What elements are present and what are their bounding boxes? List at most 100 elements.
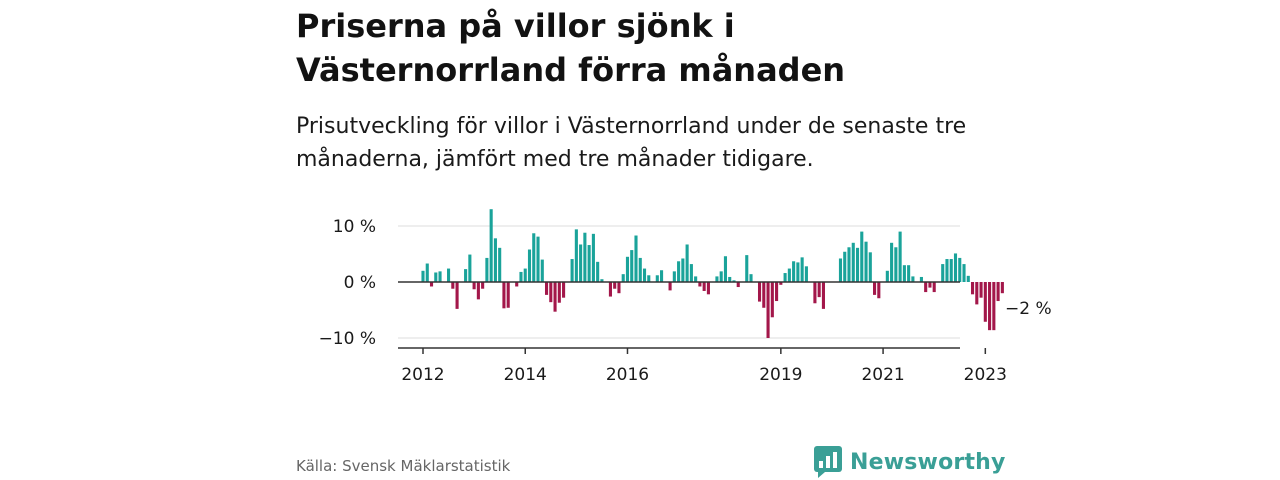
bar <box>804 266 808 282</box>
bar <box>536 236 540 282</box>
bar <box>745 255 749 282</box>
bar <box>1000 282 1004 294</box>
bar <box>655 275 659 282</box>
bar <box>447 268 451 282</box>
bar <box>570 259 574 282</box>
bar <box>851 242 855 282</box>
bar <box>493 238 497 282</box>
bar <box>519 271 523 282</box>
bar <box>749 274 753 282</box>
bar <box>817 282 821 298</box>
bar <box>924 282 928 293</box>
bar <box>502 282 506 309</box>
source-note: Källa: Svensk Mäklarstatistik <box>296 457 511 475</box>
bar <box>779 282 783 285</box>
bar <box>877 282 881 299</box>
bar <box>838 258 843 282</box>
bar <box>949 259 953 282</box>
bar <box>685 244 689 282</box>
bar <box>719 271 723 282</box>
bar <box>979 282 983 298</box>
bar <box>706 282 710 295</box>
bar <box>562 282 566 298</box>
x-tick-label: 2016 <box>606 365 649 385</box>
bar <box>591 233 595 282</box>
bar <box>702 282 706 291</box>
x-axis-ticks: 2012 2014 2016 2019 2021 2023 <box>401 348 1007 385</box>
bar <box>894 247 898 282</box>
bar <box>783 273 787 282</box>
bar <box>451 282 455 289</box>
bar <box>681 258 685 282</box>
brand-name: Newsworthy <box>850 449 1006 475</box>
x-tick-label: 2019 <box>759 365 802 385</box>
chart-title: Priserna på villor sjönk i Västernorrlan… <box>296 7 846 89</box>
bar <box>574 229 578 282</box>
bar <box>587 245 591 282</box>
bar <box>732 280 736 282</box>
bar <box>532 233 536 282</box>
bar <box>642 268 647 282</box>
bar <box>434 272 438 282</box>
bar <box>638 257 642 282</box>
bar <box>800 257 804 282</box>
chart-subtitle: Prisutveckling för villor i Västernorrla… <box>296 114 967 172</box>
bar <box>975 282 979 305</box>
bar <box>847 247 851 282</box>
bar <box>919 276 923 282</box>
bar-chart-speech-bubble-icon <box>814 446 842 478</box>
bar <box>481 282 485 289</box>
last-value-label: −2 % <box>1005 299 1052 319</box>
bar <box>787 268 791 282</box>
bar <box>970 282 975 295</box>
bar <box>668 282 672 291</box>
bar <box>864 241 868 282</box>
bar <box>630 250 634 282</box>
bar <box>553 282 557 312</box>
bar <box>898 231 902 282</box>
bar <box>796 262 800 282</box>
bar <box>775 282 779 302</box>
bar <box>468 254 472 282</box>
bar <box>953 253 958 282</box>
bar <box>902 265 906 282</box>
bar <box>527 249 532 282</box>
bar <box>723 256 728 282</box>
x-tick-label: 2014 <box>504 365 547 385</box>
bar <box>489 209 493 282</box>
bar <box>421 270 425 282</box>
bar <box>506 282 510 308</box>
bar <box>660 270 664 282</box>
bar <box>992 282 996 331</box>
bar <box>694 276 698 282</box>
bar <box>928 282 932 288</box>
bar <box>792 261 796 282</box>
bar <box>608 282 612 297</box>
bar <box>476 282 480 300</box>
bar <box>736 282 740 288</box>
x-tick-label: 2012 <box>401 365 444 385</box>
bar <box>945 259 949 282</box>
bar <box>464 269 468 282</box>
bar <box>523 268 527 282</box>
bar <box>860 231 864 282</box>
bar <box>728 276 732 282</box>
bar <box>455 282 459 309</box>
bar <box>907 265 911 282</box>
bar <box>941 264 945 282</box>
bar <box>515 282 519 287</box>
bar <box>996 282 1000 302</box>
bar <box>855 247 860 282</box>
bar <box>540 259 544 282</box>
bar <box>689 264 693 282</box>
y-tick-label: 10 % <box>333 217 376 237</box>
bar <box>932 282 936 293</box>
bar <box>698 282 702 287</box>
bar <box>762 282 766 308</box>
bar <box>966 275 970 282</box>
bar <box>983 282 987 322</box>
bar <box>715 276 719 282</box>
bar <box>549 282 553 303</box>
bar <box>600 279 604 282</box>
bar <box>757 282 762 302</box>
